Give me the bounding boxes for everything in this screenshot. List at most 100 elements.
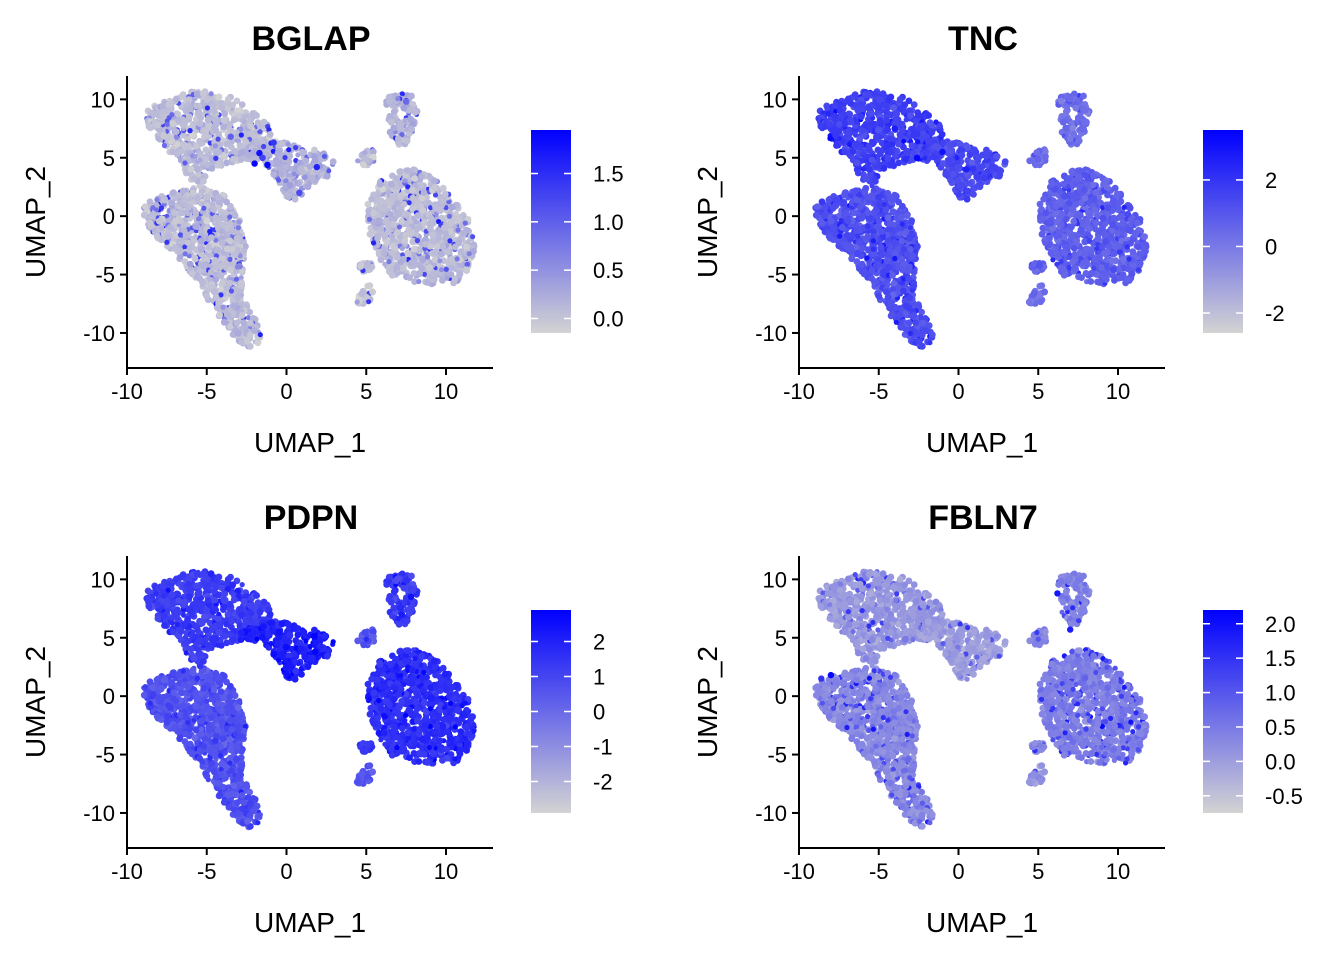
cell-point (393, 264, 401, 271)
cell-point (856, 203, 864, 211)
cell-point (431, 184, 439, 191)
cell-point (237, 149, 245, 157)
cell-point (427, 214, 435, 222)
cell-point (855, 233, 861, 239)
cell-point (231, 148, 239, 155)
cell-point (141, 203, 149, 211)
highlight-point (259, 154, 266, 161)
cell-point (247, 122, 254, 130)
cell-point (192, 223, 200, 230)
cell-point (182, 244, 188, 250)
cell-point (221, 214, 229, 222)
cell-point (201, 205, 207, 211)
cell-point (245, 315, 251, 321)
cell-point (438, 197, 445, 205)
cell-point (278, 170, 285, 178)
cell-point (851, 91, 859, 98)
cell-point (208, 91, 214, 97)
cell-point (275, 148, 283, 156)
cell-point (172, 232, 180, 240)
cell-point (295, 152, 301, 158)
cell-point (360, 161, 368, 169)
cell-point (844, 217, 852, 225)
cell-point (191, 254, 199, 262)
cell-point (1066, 135, 1074, 143)
cell-point (406, 274, 413, 281)
cell-point (215, 136, 221, 142)
cell-point (246, 331, 254, 339)
cell-point (212, 293, 220, 301)
cell-point (203, 217, 211, 225)
cell-point (197, 157, 203, 163)
cell-point (213, 155, 219, 161)
cell-point (432, 204, 440, 212)
cell-point (199, 278, 206, 286)
cell-point (873, 133, 880, 141)
cell-point (375, 217, 383, 225)
y-tick-label: -10 (83, 321, 115, 346)
cell-point (228, 246, 236, 254)
cell-point (837, 233, 843, 239)
cell-point (982, 153, 990, 160)
panel-title: BGLAP (252, 20, 371, 58)
cell-point (958, 151, 966, 159)
cell-point (177, 148, 185, 155)
cell-point (880, 235, 886, 241)
cell-point (919, 319, 926, 327)
cell-point (429, 270, 437, 278)
cell-point (900, 287, 907, 295)
cell-point (213, 237, 219, 243)
cell-point (414, 238, 420, 244)
cell-point (947, 176, 954, 184)
y-tick-label: 0 (103, 204, 115, 229)
cell-point (226, 237, 234, 245)
cell-point (223, 224, 231, 232)
cell-point (302, 174, 308, 180)
cell-point (297, 165, 305, 173)
cell-point (909, 125, 917, 133)
cell-point (179, 187, 187, 195)
cell-point (391, 243, 398, 251)
cell-point (189, 189, 197, 197)
highlight-point (270, 139, 277, 146)
cell-point (244, 337, 251, 345)
cell-point (873, 205, 879, 211)
cell-point (407, 115, 414, 123)
cell-point (858, 127, 866, 134)
cell-point (218, 104, 226, 112)
cell-point (397, 205, 405, 213)
cell-point (177, 232, 184, 238)
x-tick-label: 10 (434, 379, 458, 404)
cell-point (218, 292, 224, 298)
cell-point (976, 183, 984, 191)
cell-point (180, 141, 188, 149)
cell-point (278, 140, 286, 148)
cell-point (379, 210, 387, 218)
cell-point (884, 293, 892, 301)
cell-point (899, 266, 906, 274)
cell-point (390, 108, 398, 116)
cell-point (393, 254, 401, 261)
cell-point (380, 249, 388, 257)
cell-point (916, 337, 923, 345)
cell-point (393, 175, 401, 182)
cell-point (939, 139, 947, 147)
cell-point (882, 206, 890, 214)
cell-point (234, 294, 242, 302)
cell-point (299, 148, 306, 156)
cell-point (306, 163, 314, 170)
cell-point (400, 104, 408, 112)
cell-point (215, 131, 223, 138)
cell-point (220, 117, 228, 124)
cell-point (1057, 97, 1065, 105)
cell-point (192, 209, 200, 217)
cell-point (236, 219, 242, 225)
cell-point (210, 206, 218, 214)
cell-point (160, 196, 168, 204)
cell-point (871, 278, 878, 286)
panel-title: TNC (948, 20, 1018, 58)
cell-point (215, 93, 223, 101)
cell-point (235, 225, 241, 231)
cell-point (451, 243, 459, 251)
